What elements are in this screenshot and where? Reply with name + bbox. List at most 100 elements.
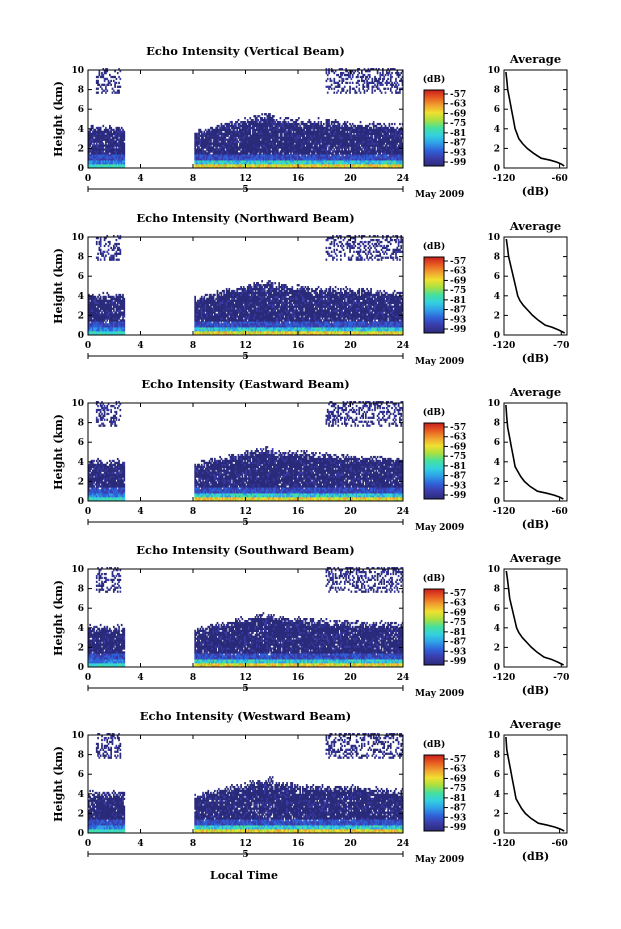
- average-x-label: (dB): [522, 185, 549, 198]
- average-profile-line: [506, 239, 564, 333]
- average-profile-line: [506, 405, 563, 499]
- y-tick-label: 6: [78, 438, 84, 448]
- average-profile-line: [506, 737, 564, 831]
- x-tick-label: 4: [137, 341, 143, 351]
- colorbar-tick-label: -93: [450, 647, 466, 657]
- y-tick-label: 8: [78, 751, 84, 761]
- figure: Echo Intensity (Vertical Beam)02468100 4 8…: [0, 0, 621, 929]
- colorbar: [424, 423, 444, 499]
- colorbar: [424, 90, 444, 166]
- colorbar-tick-label: -81: [450, 462, 466, 472]
- y-tick-label: 4: [78, 624, 84, 634]
- colorbar-tick-label: -63: [450, 100, 466, 110]
- colorbar-tick-label: -99: [450, 491, 466, 501]
- x-tick-label: 4: [137, 673, 143, 683]
- y-tick-label: 8: [78, 585, 84, 595]
- colorbar-tick-label: -69: [450, 109, 466, 119]
- colorbar-tick-label: -93: [450, 481, 466, 491]
- average-x-label: (dB): [522, 850, 549, 863]
- y-tick-label: 2: [78, 809, 84, 819]
- colorbar-tick-label: -57: [450, 755, 466, 765]
- average-y-tick-label: 2: [494, 643, 500, 653]
- x-tick-label: 4: [137, 839, 143, 849]
- x-tick-label: 16: [292, 174, 305, 184]
- chart-title: Echo Intensity (Southward Beam): [136, 543, 354, 557]
- average-y-tick-label: 4: [494, 458, 500, 468]
- x-tick-label: 24: [397, 839, 410, 849]
- x-tick-label: 24: [397, 673, 410, 683]
- heatmap-cells: [88, 401, 403, 501]
- colorbar: [424, 755, 444, 831]
- x-tick-label: 12: [239, 673, 252, 683]
- average-y-tick-label: 8: [494, 419, 500, 429]
- y-tick-label: 6: [78, 770, 84, 780]
- colorbar-tick-label: -99: [450, 823, 466, 833]
- y-tick-label: 8: [78, 419, 84, 429]
- y-tick-label: 6: [78, 604, 84, 614]
- colorbar-tick-label: -81: [450, 628, 466, 638]
- average-x-tick-label: -60: [551, 507, 567, 517]
- average-y-tick-label: 0: [494, 331, 500, 341]
- average-title: Average: [509, 52, 561, 66]
- chart-title: Echo Intensity (Northward Beam): [136, 211, 354, 225]
- average-x-tick-label: -120: [493, 174, 516, 184]
- x-tick-label: 8: [190, 673, 196, 683]
- x-tick-label: 4: [137, 174, 143, 184]
- colorbar-tick-label: -75: [450, 286, 466, 296]
- colorbar-tick-label: -63: [450, 433, 466, 443]
- x-tick-label: 24: [397, 507, 410, 517]
- x-tick-label: 24: [397, 174, 410, 184]
- y-tick-label: 6: [78, 105, 84, 115]
- y-tick-label: 4: [78, 790, 84, 800]
- day-label: 5: [242, 518, 248, 528]
- x-tick-label: 8: [190, 341, 196, 351]
- y-tick-label: 2: [78, 643, 84, 653]
- average-title: Average: [509, 385, 561, 399]
- colorbar-tick-label: -99: [450, 657, 466, 667]
- average-y-tick-label: 8: [494, 253, 500, 263]
- average-x-tick-label: -70: [553, 673, 569, 683]
- average-y-tick-label: 10: [487, 399, 500, 409]
- colorbar-tick-label: -99: [450, 158, 466, 168]
- day-label: 5: [242, 850, 248, 860]
- colorbar-tick-label: -69: [450, 774, 466, 784]
- x-tick-label: 20: [344, 507, 357, 517]
- heatmap-cells: [88, 68, 403, 168]
- y-tick-label: 10: [71, 731, 84, 741]
- x-tick-label: 0: [85, 673, 91, 683]
- average-x-label: (dB): [522, 518, 549, 531]
- colorbar-tick-label: -75: [450, 618, 466, 628]
- colorbar-tick-label: -87: [450, 139, 466, 149]
- average-y-tick-label: 4: [494, 292, 500, 302]
- colorbar-tick-label: -57: [450, 90, 466, 100]
- x-tick-label: 20: [344, 839, 357, 849]
- average-frame: [504, 237, 567, 335]
- average-y-tick-label: 8: [494, 751, 500, 761]
- x-tick-label: 8: [190, 507, 196, 517]
- colorbar-tick-label: -81: [450, 794, 466, 804]
- heatmap-cells: [88, 235, 403, 335]
- chart-title: Echo Intensity (Eastward Beam): [141, 377, 349, 391]
- day-label: 5: [242, 185, 248, 195]
- month-label: May 2009: [415, 523, 464, 533]
- x-tick-label: 0: [85, 839, 91, 849]
- x-tick-label: 16: [292, 507, 305, 517]
- colorbar: [424, 257, 444, 333]
- average-y-tick-label: 4: [494, 125, 500, 135]
- colorbar-tick-label: -87: [450, 472, 466, 482]
- average-y-tick-label: 6: [494, 604, 500, 614]
- colorbar-tick-label: -69: [450, 608, 466, 618]
- y-tick-label: 4: [78, 458, 84, 468]
- x-tick-label: 4: [137, 507, 143, 517]
- month-label: May 2009: [415, 689, 464, 699]
- average-profile-line: [506, 72, 564, 166]
- y-axis-label: Height (km): [52, 248, 65, 324]
- average-title: Average: [509, 219, 561, 233]
- average-x-label: (dB): [522, 352, 549, 365]
- y-tick-label: 10: [71, 66, 84, 76]
- y-axis-label: Height (km): [52, 746, 65, 822]
- average-frame: [504, 403, 567, 501]
